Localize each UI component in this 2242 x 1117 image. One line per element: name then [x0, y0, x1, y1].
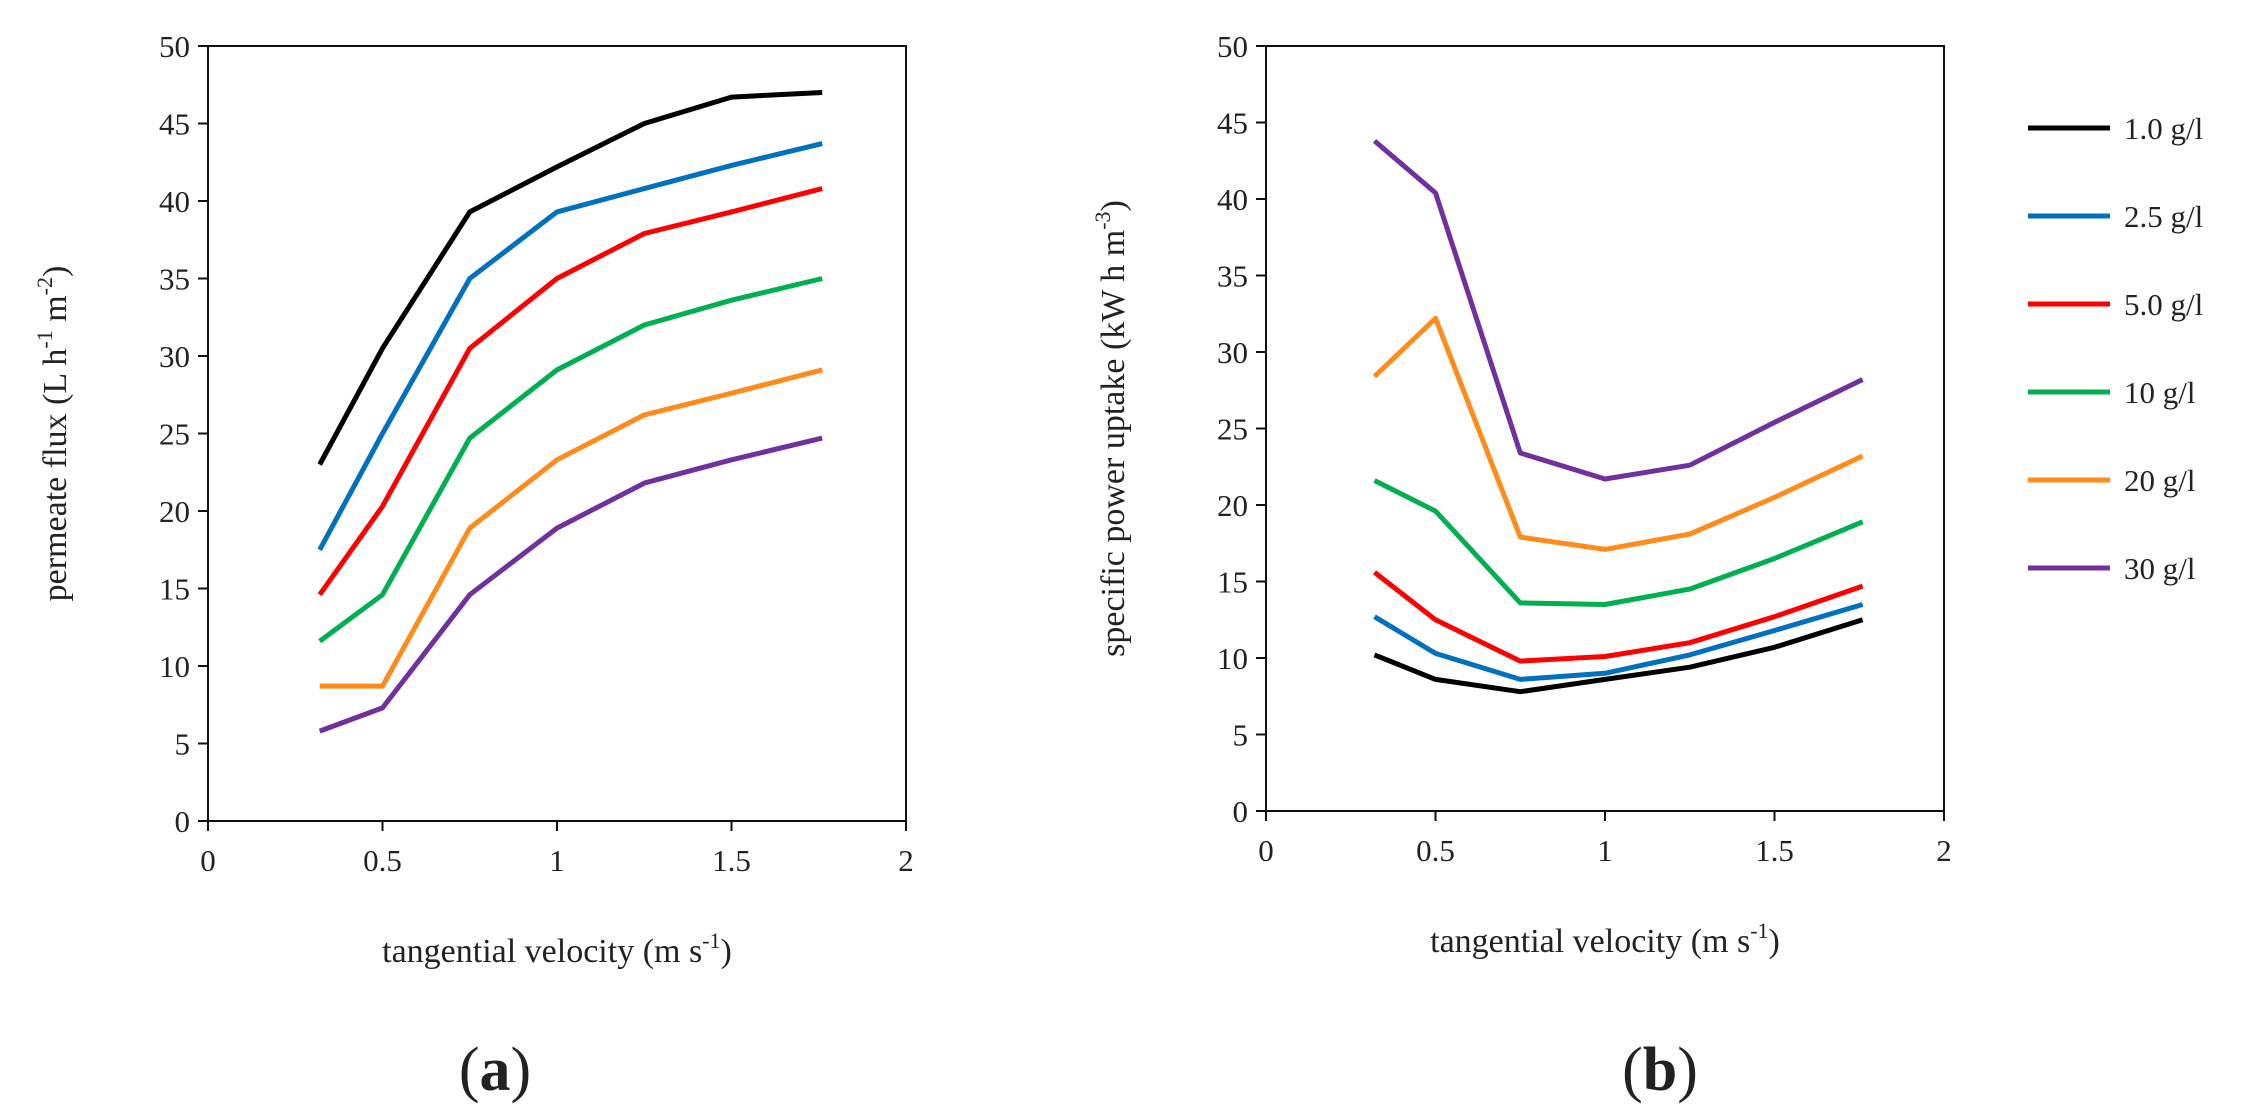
y-tick-label: 50	[1217, 29, 1248, 64]
x-tick-label: 1	[1597, 833, 1613, 868]
x-axis-label: tangential velocity (m s-1)	[1430, 918, 1780, 960]
y-tick-label: 15	[1217, 565, 1248, 600]
y-tick-label: 0	[175, 804, 191, 839]
series-line-10-g-l	[318, 276, 823, 644]
y-tick-label: 25	[1217, 412, 1248, 447]
x-tick-label: 0	[200, 843, 216, 878]
x-tick-label: 2	[898, 843, 914, 878]
series-line-1-0-g-l	[317, 90, 823, 466]
y-tick-label: 0	[1233, 794, 1249, 829]
x-axis-label-close: )	[721, 933, 732, 970]
x-tick-label: 0.5	[1416, 833, 1455, 868]
y-tick-label: 20	[1217, 488, 1248, 523]
x-axis-label-main: tangential velocity (m s	[382, 933, 702, 970]
y-tick-label: 30	[1217, 335, 1248, 370]
series-line-10-g-l	[1373, 478, 1864, 607]
y-tick-label: 40	[159, 184, 190, 219]
x-axis-label-close: )	[1769, 923, 1780, 960]
y-axis-label-close: )	[37, 266, 74, 277]
series-line-30-g-l	[1372, 138, 1864, 482]
series-line-20-g-l	[1372, 315, 1864, 552]
series-line-5-0-g-l	[317, 186, 823, 597]
y-axis-label-mid: m	[37, 295, 74, 330]
series-line-5-0-g-l	[1372, 570, 1864, 664]
y-tick-label: 30	[159, 339, 190, 374]
y-tick-label: 45	[159, 107, 190, 142]
series-line-1-0-g-l	[1373, 617, 1864, 695]
y-tick-label: 25	[159, 417, 190, 452]
x-tick-label: 0.5	[363, 843, 402, 878]
x-tick-label: 1.5	[1755, 833, 1794, 868]
y-tick-label: 5	[1233, 718, 1249, 753]
y-tick-label: 45	[1217, 106, 1248, 141]
x-tick-label: 1.5	[712, 843, 751, 878]
y-tick-label: 35	[1217, 259, 1248, 294]
series-line-2-5-g-l	[317, 141, 823, 551]
panel-label: (a)	[459, 1036, 531, 1104]
y-tick-label: 35	[159, 262, 190, 297]
y-tick-label: 50	[159, 29, 190, 64]
y-tick-label: 20	[159, 494, 190, 529]
y-axis-label: permeate flux (L h-1 m-2)	[32, 266, 74, 602]
y-axis-label-sup: -3	[1090, 211, 1115, 229]
y-axis-label-sup: -1	[32, 330, 57, 348]
y-axis-label-close: )	[1095, 200, 1132, 211]
y-tick-label: 10	[1217, 641, 1248, 676]
legend-label: 10 g/l	[2124, 375, 2195, 410]
y-axis-label-sup: -2	[32, 277, 57, 295]
legend-label: 5.0 g/l	[2124, 287, 2203, 322]
plot-frame	[1265, 45, 1945, 812]
series-line-20-g-l	[319, 367, 823, 689]
y-tick-label: 40	[1217, 182, 1248, 217]
series-line-30-g-l	[318, 435, 823, 734]
panel-label: (b)	[1622, 1036, 1698, 1104]
y-tick-label: 10	[159, 649, 190, 684]
y-axis-label-main: permeate flux (L h	[37, 349, 74, 602]
y-axis-label-main: specific power uptake (kW h m	[1095, 230, 1132, 657]
legend-label: 1.0 g/l	[2124, 111, 2203, 146]
x-tick-label: 0	[1258, 833, 1274, 868]
y-axis-label: specific power uptake (kW h m-3)	[1090, 200, 1132, 657]
legend: 1.0 g/l 2.5 g/l 5.0 g/l 10 g/l 20 g/l 30 g/l	[2028, 111, 2203, 586]
chart-panel-a: 0 5 10 15 20 25 30 35 40 45 50 0 0.5 1 1.5 2 tangential …	[32, 29, 914, 1104]
x-axis-label-main: tangential velocity (m s	[1430, 923, 1750, 960]
y-tick-label: 5	[175, 727, 191, 762]
series-line-2-5-g-l	[1373, 602, 1864, 682]
legend-label: 2.5 g/l	[2124, 199, 2203, 234]
plot-frame	[207, 45, 907, 822]
x-tick-label: 1	[549, 843, 565, 878]
x-axis-label-sup: -1	[702, 928, 720, 953]
x-axis-label: tangential velocity (m s-1)	[382, 928, 732, 970]
x-tick-label: 2	[1936, 833, 1952, 868]
chart-panel-b: 0 5 10 15 20 25 30 35 40 45 50 0 0.5 1 1.5 2 tangential …	[1090, 29, 1952, 1104]
legend-label: 30 g/l	[2124, 551, 2195, 586]
legend-label: 20 g/l	[2124, 463, 2195, 498]
x-axis-label-sup: -1	[1750, 918, 1768, 943]
y-tick-label: 15	[159, 572, 190, 607]
